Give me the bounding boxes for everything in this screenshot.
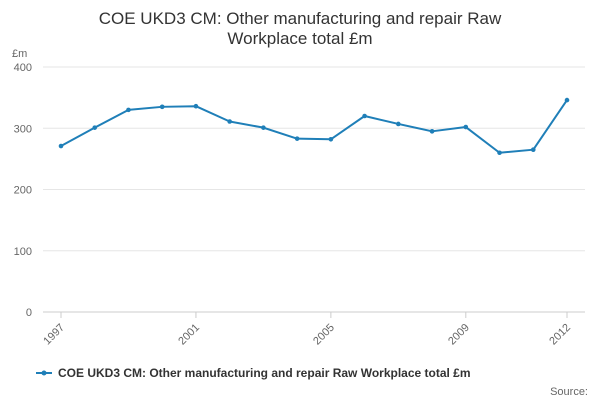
y-tick-label: 400 xyxy=(14,62,32,74)
legend-series-label: COE UKD3 CM: Other manufacturing and rep… xyxy=(58,366,471,380)
data-point[interactable] xyxy=(429,129,435,134)
data-point[interactable] xyxy=(396,121,401,127)
data-point[interactable] xyxy=(193,103,199,109)
data-point[interactable] xyxy=(530,147,536,152)
series-line xyxy=(60,99,568,154)
data-point[interactable] xyxy=(261,125,266,130)
x-tick-label: 2001 xyxy=(176,322,202,348)
y-axis-ticks: 0 100 200 300 400 xyxy=(14,62,32,319)
x-tick-label: 2005 xyxy=(311,322,337,348)
chart-title: COE UKD3 CM: Other manufacturing and rep… xyxy=(99,9,502,48)
x-tick-label: 2012 xyxy=(547,322,573,348)
source-label: Source: xyxy=(550,386,588,398)
chart-title-line-2: Workplace total £m xyxy=(227,29,372,48)
x-tick-label: 1997 xyxy=(41,322,67,348)
data-point[interactable] xyxy=(58,143,64,149)
y-tick-label: 0 xyxy=(26,307,32,319)
series-group xyxy=(58,97,570,156)
chart-title-line-1: COE UKD3 CM: Other manufacturing and rep… xyxy=(99,9,502,28)
gridlines xyxy=(43,66,585,313)
legend[interactable]: COE UKD3 CM: Other manufacturing and rep… xyxy=(36,366,471,380)
data-point[interactable] xyxy=(497,150,502,156)
y-tick-label: 100 xyxy=(14,246,32,258)
data-point[interactable] xyxy=(126,107,131,113)
data-point[interactable] xyxy=(564,97,570,103)
data-point[interactable] xyxy=(328,136,334,142)
data-point[interactable] xyxy=(362,113,367,119)
data-point[interactable] xyxy=(159,104,165,110)
legend-marker xyxy=(41,370,47,376)
data-point[interactable] xyxy=(294,136,300,141)
x-tick-label: 2009 xyxy=(446,322,472,348)
x-axis-ticks: 1997 2001 2005 2009 2012 xyxy=(41,312,573,347)
data-point[interactable] xyxy=(463,124,469,130)
data-point[interactable] xyxy=(92,125,98,130)
y-tick-label: 200 xyxy=(14,185,32,197)
data-point[interactable] xyxy=(227,119,232,124)
y-axis-unit-label: £m xyxy=(12,48,27,60)
y-tick-label: 300 xyxy=(14,123,32,135)
